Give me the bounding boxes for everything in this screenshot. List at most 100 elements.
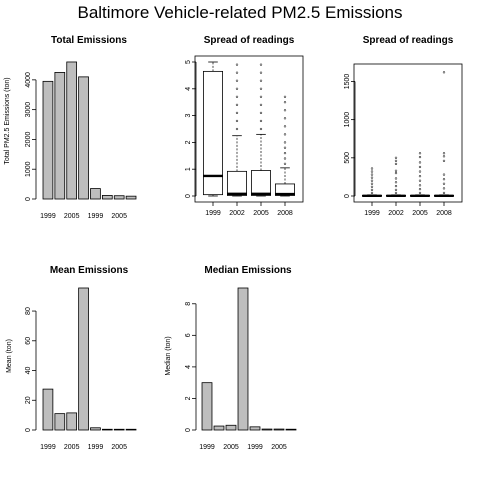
spread-panel-1-box bbox=[274, 183, 295, 196]
total-emissions-panel-bar bbox=[66, 61, 78, 200]
median-emissions-panel: Median Emissions Median (ton) 0 2 4 6 8 1999 2… bbox=[165, 265, 297, 451]
spread-panel-1-y-tick-label: 2 bbox=[185, 140, 192, 144]
spread-panel-2-outlier bbox=[442, 71, 446, 74]
mean-emissions-panel-x-tick-label: 2005 bbox=[64, 444, 80, 451]
spread-panel-1-outlier bbox=[283, 133, 287, 136]
spread-panel-1-outlier bbox=[235, 79, 239, 82]
spread-panel-2-y-tick-label: 1500 bbox=[344, 74, 351, 90]
spread-panel-1-outlier bbox=[235, 95, 239, 98]
spread-panel-2-outlier bbox=[442, 182, 446, 185]
median-emissions-panel-bar bbox=[261, 428, 273, 431]
spread-panel-1-y-tick-label: 4 bbox=[185, 87, 192, 91]
spread-panel-2-outlier bbox=[418, 191, 422, 195]
spread-panel-1-y-tick-label: 5 bbox=[185, 60, 192, 64]
spread-panel-2-outlier bbox=[418, 165, 422, 169]
spread-panel-1-outlier bbox=[283, 141, 287, 144]
spread-panel-1-title: Spread of readings bbox=[204, 35, 295, 46]
total-emissions-panel-bar bbox=[101, 195, 113, 200]
spread-panel-2-outlier bbox=[370, 176, 374, 179]
total-emissions-panel-bar bbox=[90, 188, 101, 200]
median-emissions-title: Median Emissions bbox=[204, 265, 292, 276]
spread-panel-1-y-tick-label: 3 bbox=[185, 114, 192, 118]
spread-panel-1-outlier bbox=[259, 95, 263, 98]
spread-panel-2-outlier bbox=[442, 191, 446, 195]
spread-panel-2-frame bbox=[353, 63, 463, 203]
median-emissions-panel-x-tick-label: 1999 bbox=[247, 444, 263, 451]
total-emissions-panel-x-tick-label: 2005 bbox=[64, 213, 80, 220]
spread-panel-1-outlier bbox=[235, 63, 239, 66]
spread-panel-2-outlier bbox=[370, 185, 374, 188]
mean-emissions-panel-bar bbox=[125, 428, 137, 431]
spread-panel-1-y-tick-label: 1 bbox=[185, 167, 192, 171]
spread-panel-1-outlier bbox=[259, 127, 263, 131]
spread-panel-2-x-tick-label: 2002 bbox=[388, 210, 404, 217]
spread-panel-2-outlier bbox=[418, 179, 422, 182]
spread-panel-2-outlier bbox=[370, 173, 374, 176]
spread-panel-1-frame bbox=[194, 55, 304, 203]
median-emissions-panel-y-tick-label: 2 bbox=[185, 396, 192, 400]
spread-panel-1-outlier bbox=[235, 119, 239, 123]
spread-panel-2-outlier bbox=[442, 178, 446, 181]
median-emissions-panel-x-tick-label: 2005 bbox=[223, 444, 239, 451]
total-emissions-panel-bar bbox=[42, 80, 54, 200]
spread-panel-1-outlier bbox=[235, 71, 239, 74]
spread-panel-2-outlier bbox=[394, 162, 398, 166]
spread-panel-1-y-tick-label: 0 bbox=[185, 194, 192, 198]
mean-emissions-panel-y-tick-label: 20 bbox=[25, 396, 32, 404]
total-emissions-title: Total Emissions bbox=[51, 35, 127, 46]
spread-panel-1-outlier bbox=[235, 103, 239, 107]
mean-emissions-panel-y-tick-label: 0 bbox=[25, 428, 32, 432]
total-emissions-panel-bar bbox=[54, 72, 66, 200]
spread-panel-1-box bbox=[202, 70, 223, 196]
spread-panel-2-outlier bbox=[394, 184, 398, 188]
spread-panel-1-outlier bbox=[283, 162, 287, 165]
spread-panel-2-y-tick-label: 0 bbox=[344, 194, 351, 198]
median-emissions-panel-y-tick-label: 0 bbox=[185, 428, 192, 432]
total-emissions-panel-y-tick-label: 3000 bbox=[25, 102, 32, 118]
total-emissions-panel-bar bbox=[113, 195, 125, 200]
spread-panel-1-outlier bbox=[259, 79, 263, 82]
spread-panel-1-box bbox=[250, 170, 271, 196]
spread-panel-1-x-tick-label: 2005 bbox=[253, 210, 269, 217]
median-emissions-panel-y-tick-label: 8 bbox=[185, 302, 192, 306]
spread-panel-2-outlier bbox=[394, 159, 398, 163]
total-emissions-panel-x-tick-label: 1999 bbox=[88, 213, 104, 220]
spread-panel-2-outlier bbox=[442, 187, 446, 190]
mean-emissions-panel-x-tick-label: 2005 bbox=[111, 444, 127, 451]
mean-emissions-panel-y-tick-label: 40 bbox=[25, 367, 32, 375]
median-emissions-ylabel: Median (ton) bbox=[165, 336, 172, 375]
mean-emissions-panel-bar bbox=[90, 427, 101, 431]
spread-panel-2-outlier bbox=[418, 161, 422, 164]
mean-emissions-panel-y-tick-label: 80 bbox=[25, 307, 32, 315]
spread-panel-1-x-tick-label: 1999 bbox=[205, 210, 221, 217]
mean-emissions-panel-bar bbox=[101, 428, 113, 431]
spread-panel-2-outlier bbox=[370, 167, 374, 170]
median-emissions-panel-bar bbox=[237, 287, 249, 431]
total-emissions-panel-x-tick-label: 2005 bbox=[111, 213, 127, 220]
mean-emissions-ylabel: Mean (ton) bbox=[6, 339, 13, 373]
median-emissions-panel-bar bbox=[273, 428, 285, 431]
mean-emissions-panel-bar bbox=[113, 428, 125, 431]
spread-panel-1-x-tick-label: 2002 bbox=[229, 210, 245, 217]
spread-panel-1-outlier bbox=[259, 111, 263, 115]
spread-panel-1-outlier bbox=[283, 117, 287, 120]
spread-panel-2-outlier bbox=[394, 169, 398, 172]
spread-panel-2-outlier bbox=[394, 177, 398, 180]
spread-panel-2-outlier bbox=[442, 152, 446, 155]
mean-emissions-panel-x-tick-label: 1999 bbox=[88, 444, 104, 451]
spread-panel-2-outlier bbox=[442, 173, 446, 176]
spread-panel-1-outlier bbox=[283, 95, 287, 98]
median-emissions-panel-bar bbox=[225, 424, 237, 431]
total-emissions-panel-y-tick-label: 2000 bbox=[25, 132, 32, 148]
total-emissions-panel-y-tick-label: 4000 bbox=[25, 72, 32, 88]
spread-panel-1: Spread of readings 1999 2002 2005 2008 0 1 2 3 4… bbox=[185, 35, 304, 217]
spread-panel-2-outlier bbox=[394, 171, 398, 175]
median-emissions-panel-y-tick-label: 4 bbox=[185, 365, 192, 369]
spread-panel-2-outlier bbox=[442, 159, 446, 163]
spread-panel-1-outlier bbox=[235, 127, 239, 131]
median-emissions-panel-bar bbox=[249, 426, 261, 431]
figure-title: Baltimore Vehicle-related PM2.5 Emission… bbox=[77, 3, 402, 22]
spread-panel-1-outlier bbox=[283, 151, 287, 155]
total-emissions-panel-x-tick-label: 1999 bbox=[40, 213, 56, 220]
spread-panel-2-outlier bbox=[418, 170, 422, 173]
